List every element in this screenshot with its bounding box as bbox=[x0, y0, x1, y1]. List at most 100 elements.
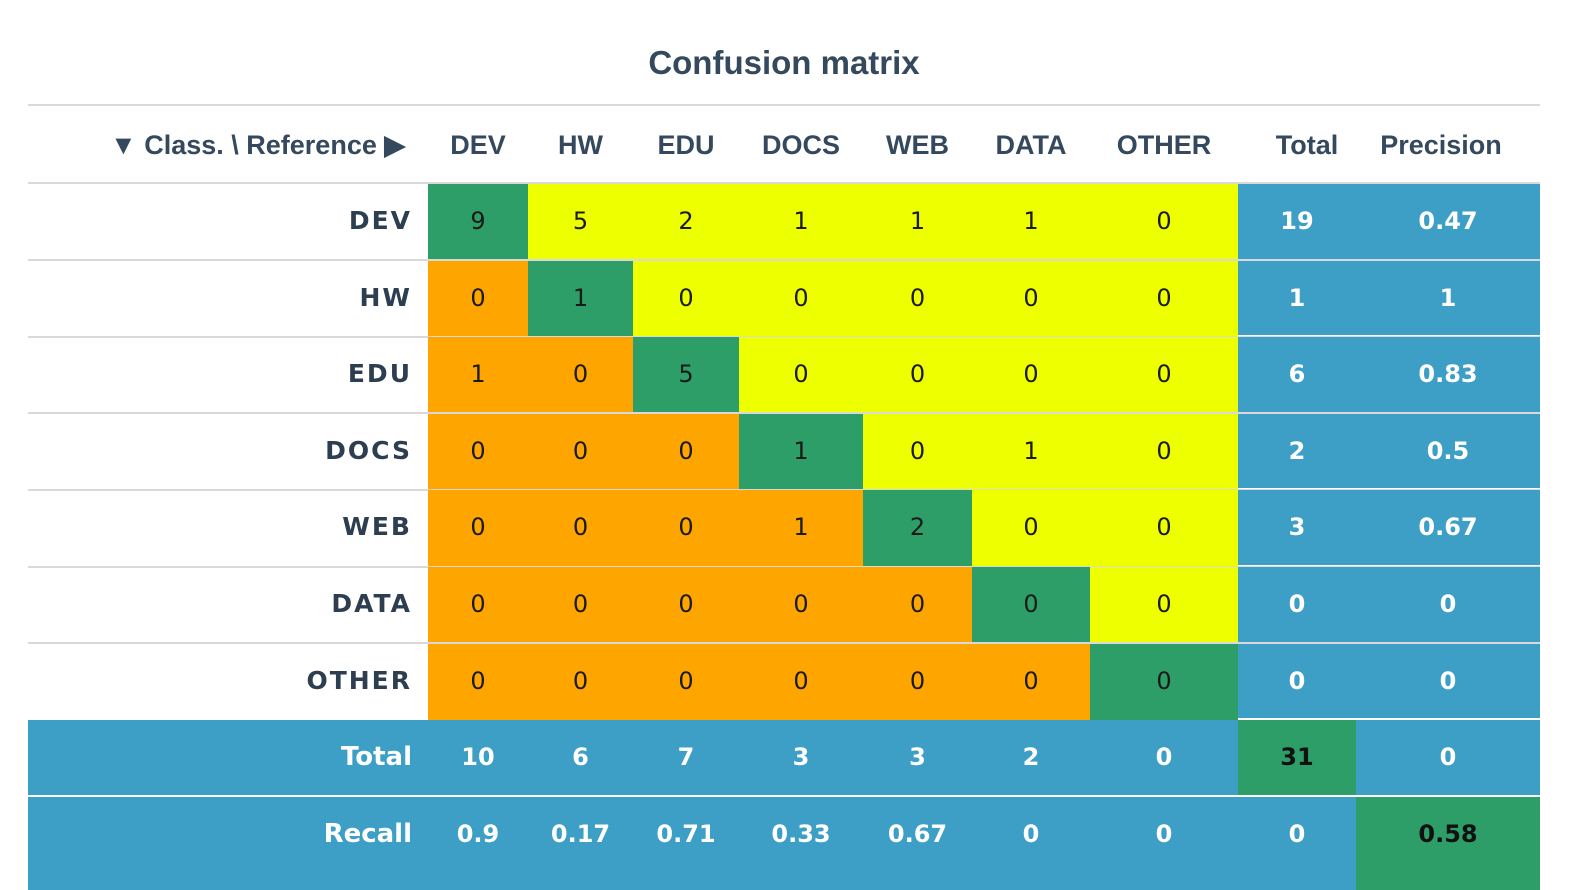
column-total-value: 2 bbox=[1022, 743, 1040, 772]
total-row-precision-value: 0 bbox=[1439, 743, 1457, 772]
matrix-cell-bg bbox=[972, 490, 1090, 567]
matrix-cell-value: 5 bbox=[572, 207, 589, 235]
matrix-cell-value: 0 bbox=[470, 513, 486, 542]
matrix-cell-value: 1 bbox=[470, 360, 486, 389]
matrix-cell-value: 0 bbox=[572, 590, 589, 618]
matrix-cell-value: 0 bbox=[470, 666, 486, 695]
row-label-data: DATA bbox=[331, 589, 412, 618]
matrix-cell-bg bbox=[739, 337, 863, 414]
matrix-cell-value: 0 bbox=[1023, 590, 1039, 618]
matrix-cell-value: 0 bbox=[793, 666, 809, 695]
matrix-cell-bg bbox=[1090, 490, 1238, 567]
matrix-cell-value: 0 bbox=[1156, 360, 1172, 389]
matrix-cell-bg bbox=[633, 490, 739, 567]
row-total-bg bbox=[1238, 490, 1540, 565]
matrix-cell-value: 0 bbox=[678, 513, 694, 542]
matrix-cell-value: 1 bbox=[793, 207, 809, 235]
row-total-value: 19 bbox=[1280, 207, 1314, 235]
recall-value: 0.71 bbox=[656, 819, 716, 848]
row-label-hw: HW bbox=[359, 282, 412, 312]
matrix-cell-value: 0 bbox=[1023, 666, 1039, 695]
header-divider bbox=[28, 104, 1540, 106]
recall-value: 0.67 bbox=[887, 819, 948, 848]
column-header-edu: EDU bbox=[657, 130, 715, 160]
matrix-cell-bg bbox=[633, 184, 739, 261]
matrix-cell-value: 0 bbox=[1156, 436, 1172, 465]
matrix-cell-value: 0 bbox=[572, 513, 589, 542]
matrix-cell-bg bbox=[528, 567, 633, 644]
row-label-dev: DEV bbox=[348, 206, 412, 235]
matrix-cell-value: 1 bbox=[1023, 436, 1039, 465]
header-row-divider bbox=[28, 182, 1540, 184]
row-divider bbox=[28, 565, 1540, 568]
matrix-cell-value: 0 bbox=[572, 666, 589, 695]
row-label-other: OTHER bbox=[306, 665, 412, 695]
row-total-bg bbox=[1238, 567, 1540, 642]
matrix-cell-bg bbox=[1090, 413, 1238, 491]
row-total-value: 1 bbox=[1288, 283, 1306, 312]
row-total-value: 0 bbox=[1288, 590, 1306, 618]
matrix-cell-bg bbox=[863, 260, 972, 338]
row-total-value: 3 bbox=[1288, 513, 1306, 542]
column-header-docs: DOCS bbox=[761, 130, 840, 160]
matrix-cell-bg bbox=[528, 260, 633, 338]
column-header-web: WEB bbox=[886, 130, 949, 160]
matrix-cell-value: 0 bbox=[678, 666, 694, 695]
column-header-precision: Precision bbox=[1380, 130, 1502, 160]
row-total-value: 0 bbox=[1288, 666, 1306, 695]
row-total-value: 6 bbox=[1288, 360, 1306, 389]
matrix-cell-value: 5 bbox=[678, 360, 694, 389]
matrix-cell-bg bbox=[863, 184, 972, 261]
recall-value: 0.33 bbox=[771, 819, 831, 848]
matrix-cell-bg bbox=[863, 567, 972, 644]
matrix-cell-value: 0 bbox=[793, 283, 809, 312]
matrix-cell-value: 0 bbox=[1023, 360, 1039, 389]
matrix-cell-bg bbox=[428, 184, 528, 261]
column-header-dev: DEV bbox=[450, 130, 506, 160]
row-precision-value: 0 bbox=[1439, 666, 1457, 695]
matrix-cell-bg bbox=[739, 184, 863, 261]
row-precision-value: 0.5 bbox=[1426, 436, 1470, 465]
row-precision-value: 1 bbox=[1439, 283, 1457, 312]
row-divider bbox=[28, 412, 1540, 415]
column-total-value: 6 bbox=[572, 743, 589, 772]
matrix-cell-bg bbox=[863, 337, 972, 414]
matrix-cell-value: 0 bbox=[678, 283, 694, 312]
matrix-cell-bg bbox=[972, 643, 1090, 721]
row-total-bg bbox=[1238, 260, 1540, 336]
matrix-cell-value: 0 bbox=[678, 436, 694, 465]
row-total-bg bbox=[1238, 643, 1540, 719]
recall-row-total-value: 0 bbox=[1288, 819, 1306, 848]
matrix-cell-bg bbox=[972, 567, 1090, 644]
matrix-cell-bg bbox=[633, 337, 739, 414]
matrix-cell-bg bbox=[428, 337, 528, 414]
matrix-cell-bg bbox=[972, 260, 1090, 338]
matrix-cell-bg bbox=[972, 184, 1090, 261]
column-header-data: DATA bbox=[995, 130, 1067, 160]
total-row-label: Total bbox=[340, 742, 412, 773]
row-total-value: 2 bbox=[1288, 436, 1306, 465]
grand-total-value: 31 bbox=[1280, 743, 1314, 772]
matrix-cell-value: 2 bbox=[678, 207, 694, 235]
matrix-cell-value: 0 bbox=[1156, 207, 1172, 235]
matrix-cell-value: 1 bbox=[572, 283, 589, 312]
matrix-cell-bg bbox=[1090, 643, 1238, 721]
column-header-other: OTHER bbox=[1116, 130, 1212, 160]
matrix-cell-bg bbox=[972, 413, 1090, 491]
recall-row-bg bbox=[28, 796, 1540, 890]
matrix-cell-bg bbox=[1090, 567, 1238, 644]
matrix-cell-bg bbox=[528, 184, 633, 261]
matrix-cell-bg bbox=[428, 643, 528, 721]
matrix-cell-value: 0 bbox=[909, 283, 926, 312]
matrix-cell-bg bbox=[633, 643, 739, 721]
matrix-cell-value: 0 bbox=[470, 590, 486, 618]
matrix-cell-value: 1 bbox=[909, 207, 926, 235]
matrix-cell-value: 0 bbox=[1023, 283, 1039, 312]
row-label-edu: EDU bbox=[347, 359, 412, 389]
matrix-cell-bg bbox=[428, 490, 528, 567]
matrix-cell-value: 0 bbox=[909, 590, 926, 618]
matrix-cell-value: 0 bbox=[909, 360, 926, 389]
matrix-cell-value: 0 bbox=[909, 436, 926, 465]
matrix-cell-value: 0 bbox=[470, 283, 486, 312]
matrix-cell-bg bbox=[633, 567, 739, 644]
